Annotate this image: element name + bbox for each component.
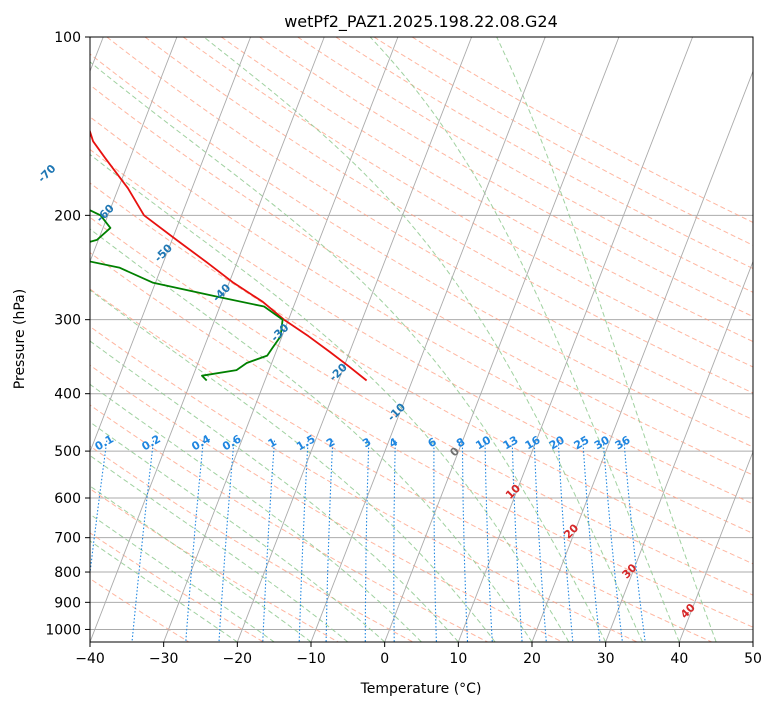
mixing-ratio-line: [298, 440, 309, 642]
moist-adiabat-line: [90, 540, 238, 642]
dry-adiabat-line: [90, 216, 753, 596]
dry-adiabat-line: [90, 182, 753, 565]
x-axis-ticks: −40 −30 −20 −10 0 10 20 30 40 50: [75, 642, 762, 667]
moist-adiabat-line: [90, 513, 275, 642]
moist-adiabat-line: [90, 228, 533, 642]
x-tick-label: 10: [449, 651, 467, 667]
isotherm-line: [678, 450, 753, 642]
dry-adiabat-line: [90, 252, 753, 628]
moist-adiabat-line: [90, 454, 349, 642]
moist-adiabat-line: [90, 421, 386, 642]
mixing-ratio-line: [90, 440, 108, 578]
dry-adiabat-line: [259, 37, 753, 318]
y-tick-label: 200: [54, 208, 81, 224]
x-axis-label: Temperature (°C): [360, 681, 482, 697]
isotherm-line: [531, 69, 753, 642]
sounding-series: [90, 128, 368, 382]
y-tick-label: 500: [54, 444, 81, 460]
isotherm-line: [90, 37, 178, 263]
moist-adiabats: [90, 37, 717, 642]
dry-adiabat-line: [411, 37, 753, 223]
dry-adiabat-line: [90, 53, 753, 448]
mixing-ratio-line: [602, 440, 623, 642]
x-tick-label: −10: [296, 651, 326, 667]
mixing-ratio-line: [533, 440, 547, 642]
y-axis-label: Pressure (hPa): [12, 289, 28, 389]
moist-adiabat-line: [496, 37, 717, 642]
y-tick-label: 1000: [45, 622, 81, 638]
x-tick-label: −30: [149, 651, 179, 667]
dry-adiabat-line: [90, 325, 638, 642]
dry-adiabat-line: [221, 37, 753, 343]
isotherm-line: [90, 37, 325, 642]
x-tick-label: 0: [380, 651, 389, 667]
isotherm-line: [236, 37, 473, 642]
mixing-ratio-lines: [90, 440, 646, 642]
plot-frame: [89, 36, 754, 643]
mixing-ratio-line: [185, 440, 204, 642]
y-tick-label: 800: [54, 565, 81, 581]
chart-title: wetPf2_PAZ1.2025.198.22.08.G24: [284, 12, 558, 32]
y-axis-ticks: 100 200 300 400 500 600 700 800 900 1000: [45, 30, 90, 638]
dry-adiabat-line: [182, 37, 753, 368]
dry-adiabat-line: [90, 445, 414, 642]
x-tick-label: 20: [523, 651, 541, 667]
mixing-ratio-line: [262, 440, 276, 642]
mixing-ratio-line: [623, 440, 646, 642]
x-tick-label: 50: [744, 651, 762, 667]
isotherms: [90, 37, 753, 642]
isotherm-line: [457, 37, 694, 642]
dry-adiabat-line: [90, 84, 753, 476]
y-tick-label: 100: [54, 30, 81, 46]
moist-adiabat-line: [90, 153, 570, 642]
y-tick-label: 300: [54, 313, 81, 329]
x-tick-label: 40: [670, 651, 688, 667]
mixing-ratio-line: [218, 440, 235, 642]
moist-adiabat-line: [90, 485, 312, 642]
mixing-ratio-line: [557, 440, 574, 642]
dewpoint-profile-line: [90, 209, 284, 382]
mixing-ratio-line: [131, 440, 155, 642]
moist-adiabat-line: [90, 61, 607, 642]
mixing-ratio-line: [511, 440, 523, 642]
temperature-profile-line: [90, 128, 368, 382]
dry-adiabats: [90, 37, 753, 642]
plot-area: [90, 37, 753, 642]
dry-adiabat-line: [106, 37, 753, 421]
moist-adiabat-line: [90, 340, 459, 642]
isotherm-line: [310, 37, 546, 642]
dry-adiabat-line: [335, 37, 753, 270]
moist-adiabat-line: [90, 289, 496, 642]
moist-adiabat-line: [203, 37, 643, 642]
x-tick-label: −20: [223, 651, 253, 667]
y-tick-label: 600: [54, 491, 81, 507]
x-tick-label: −40: [75, 651, 105, 667]
dry-adiabat-line: [90, 288, 712, 642]
dry-adiabat-line: [90, 488, 339, 642]
grid: [90, 37, 753, 630]
y-tick-label: 700: [54, 531, 81, 547]
y-tick-label: 400: [54, 387, 81, 403]
isotherm-line: [163, 37, 399, 642]
moist-adiabat-line: [90, 383, 422, 642]
isotherm-line: [90, 37, 252, 453]
x-tick-label: 30: [597, 651, 615, 667]
isotherm-line: [605, 260, 753, 642]
isotherm-line: [384, 37, 620, 642]
y-tick-label: 900: [54, 595, 81, 611]
mixing-ratio-line: [582, 440, 601, 642]
